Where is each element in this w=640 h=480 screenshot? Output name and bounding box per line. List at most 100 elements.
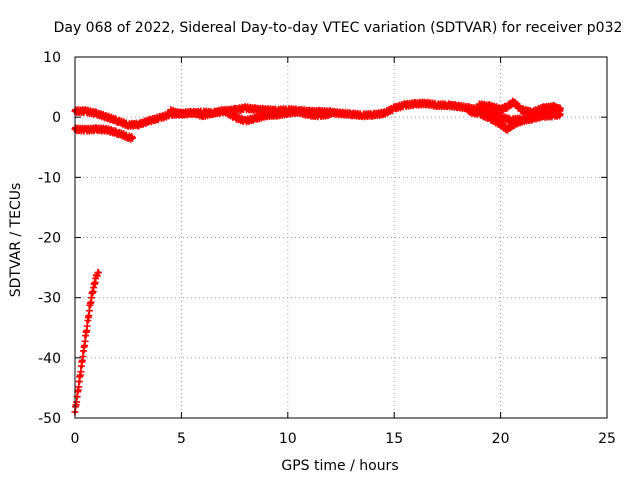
data-point — [467, 109, 471, 113]
data-point — [456, 104, 460, 108]
data-point — [511, 100, 515, 104]
data-point — [350, 112, 354, 116]
x-tick-label: 10 — [279, 431, 297, 447]
data-point — [254, 107, 258, 111]
data-point — [190, 110, 194, 114]
data-series — [475, 97, 564, 118]
data-point — [264, 113, 269, 117]
data-point — [222, 108, 226, 113]
data-point — [264, 108, 269, 112]
data-point — [94, 112, 98, 116]
data-point — [201, 113, 205, 117]
data-point — [116, 131, 120, 135]
data-point — [77, 380, 81, 384]
data-point — [105, 115, 109, 119]
data-point — [488, 116, 492, 120]
data-point — [530, 116, 535, 120]
data-point — [158, 116, 162, 120]
data-point — [435, 103, 439, 107]
data-point — [477, 112, 481, 116]
chart-title: Day 068 of 2022, Sidereal Day-to-day VTE… — [54, 20, 623, 36]
data-point — [424, 101, 428, 105]
data-series — [167, 106, 334, 126]
x-tick-label: 15 — [385, 431, 403, 447]
data-point — [513, 121, 518, 125]
y-tick-label: -30 — [38, 291, 61, 307]
data-point — [520, 119, 524, 123]
data-point — [552, 105, 556, 109]
data-point — [530, 110, 535, 114]
data-point — [499, 122, 503, 126]
data-point — [328, 112, 332, 116]
data-point — [413, 102, 418, 106]
data-point — [84, 128, 88, 132]
data-point — [371, 113, 375, 117]
data-point — [243, 106, 247, 110]
y-tick-label: 0 — [52, 110, 61, 126]
x-tick-label: 20 — [492, 431, 510, 447]
data-point — [296, 110, 300, 114]
x-tick-label: 0 — [71, 431, 80, 447]
data-point — [541, 106, 545, 110]
data-point — [130, 136, 135, 140]
data-point — [81, 350, 86, 354]
data-point — [88, 305, 92, 309]
y-tick-label: -20 — [38, 231, 61, 247]
data-point — [520, 108, 524, 112]
data-point — [233, 115, 237, 119]
data-point — [116, 119, 120, 123]
data-point — [75, 395, 79, 399]
y-tick-label: -40 — [38, 351, 61, 367]
data-point — [79, 365, 83, 369]
y-tick-label: -50 — [38, 411, 61, 427]
data-point — [499, 107, 503, 111]
x-axis-label: GPS time / hours — [281, 458, 398, 474]
data-point — [477, 103, 481, 107]
data-point — [86, 320, 90, 324]
data-point — [509, 118, 513, 122]
data-point — [233, 108, 237, 112]
data-series — [465, 106, 564, 134]
data-point — [92, 284, 96, 288]
data-point — [403, 103, 407, 107]
data-point — [126, 135, 130, 139]
data-point — [505, 105, 509, 109]
data-point — [318, 113, 322, 117]
data-point — [96, 270, 100, 274]
data-point — [392, 106, 396, 110]
data-point — [84, 335, 88, 339]
data-point — [307, 113, 311, 117]
x-tick-label: 5 — [177, 431, 186, 447]
data-point — [90, 293, 94, 297]
data-point — [137, 122, 141, 126]
data-point — [179, 112, 183, 116]
data-point — [488, 104, 492, 108]
data-point — [286, 111, 290, 115]
data-point — [211, 111, 215, 115]
data-point — [541, 114, 545, 118]
data-point — [94, 275, 98, 279]
data-point — [94, 127, 98, 131]
data-point — [147, 119, 152, 123]
data-point — [339, 112, 343, 116]
data-point — [552, 113, 556, 117]
data-point — [169, 109, 173, 113]
data-point — [84, 109, 88, 113]
plot-frame — [74, 56, 608, 419]
y-tick-label: 10 — [43, 50, 61, 66]
data-point — [445, 103, 449, 107]
data-point — [558, 108, 562, 112]
data-point — [382, 112, 386, 116]
data-point — [499, 115, 503, 119]
data-point — [505, 127, 509, 131]
data-point — [105, 128, 109, 132]
data-point — [243, 119, 247, 123]
data-point — [254, 116, 258, 120]
y-tick-label: -10 — [38, 170, 61, 186]
data-layer — [71, 97, 564, 416]
x-tick-label: 25 — [598, 431, 616, 447]
y-axis-label: SDTVAR / TECUs — [8, 183, 24, 298]
